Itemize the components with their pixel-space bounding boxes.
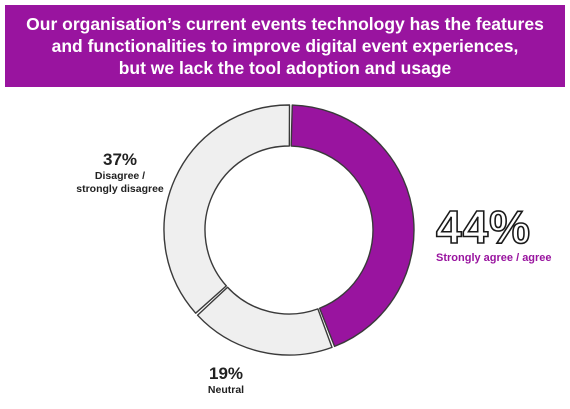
disagree-caption-line-2: strongly disagree — [76, 183, 164, 195]
disagree-caption-line-1: Disagree / — [94, 170, 146, 182]
title-line-3: but we lack the tool adoption and usage — [118, 58, 452, 78]
agree-percent: 44% — [435, 201, 532, 253]
title-line-2: and functionalities to improve digital e… — [51, 36, 519, 56]
label-disagree: 37% Disagree / strongly disagree — [60, 150, 180, 196]
neutral-percent: 19% — [208, 364, 244, 383]
donut-slice-strongly-agree-agree — [290, 104, 415, 348]
neutral-caption: Neutral — [207, 384, 245, 396]
label-neutral: 19% Neutral — [196, 364, 256, 397]
disagree-percent: 37% — [102, 150, 138, 169]
donut-slice-disagree-strongly-disagree — [163, 104, 291, 314]
title-line-1: Our organisation’s current events techno… — [26, 14, 544, 34]
agree-caption: Strongly agree / agree — [436, 252, 552, 264]
label-agree: 44% Strongly agree / agree — [435, 201, 566, 264]
title-banner: Our organisation’s current events techno… — [5, 5, 565, 87]
donut-slice-neutral — [196, 286, 333, 356]
